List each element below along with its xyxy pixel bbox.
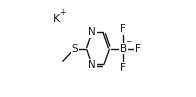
Text: +: + [59,8,65,17]
Text: F: F [120,63,126,73]
Text: N: N [88,60,96,70]
Text: S: S [71,43,78,54]
Text: B: B [120,43,127,54]
Text: −: − [125,37,132,46]
Text: N: N [88,27,96,37]
Text: K: K [53,14,60,24]
Text: F: F [120,24,126,34]
Text: F: F [135,43,141,54]
